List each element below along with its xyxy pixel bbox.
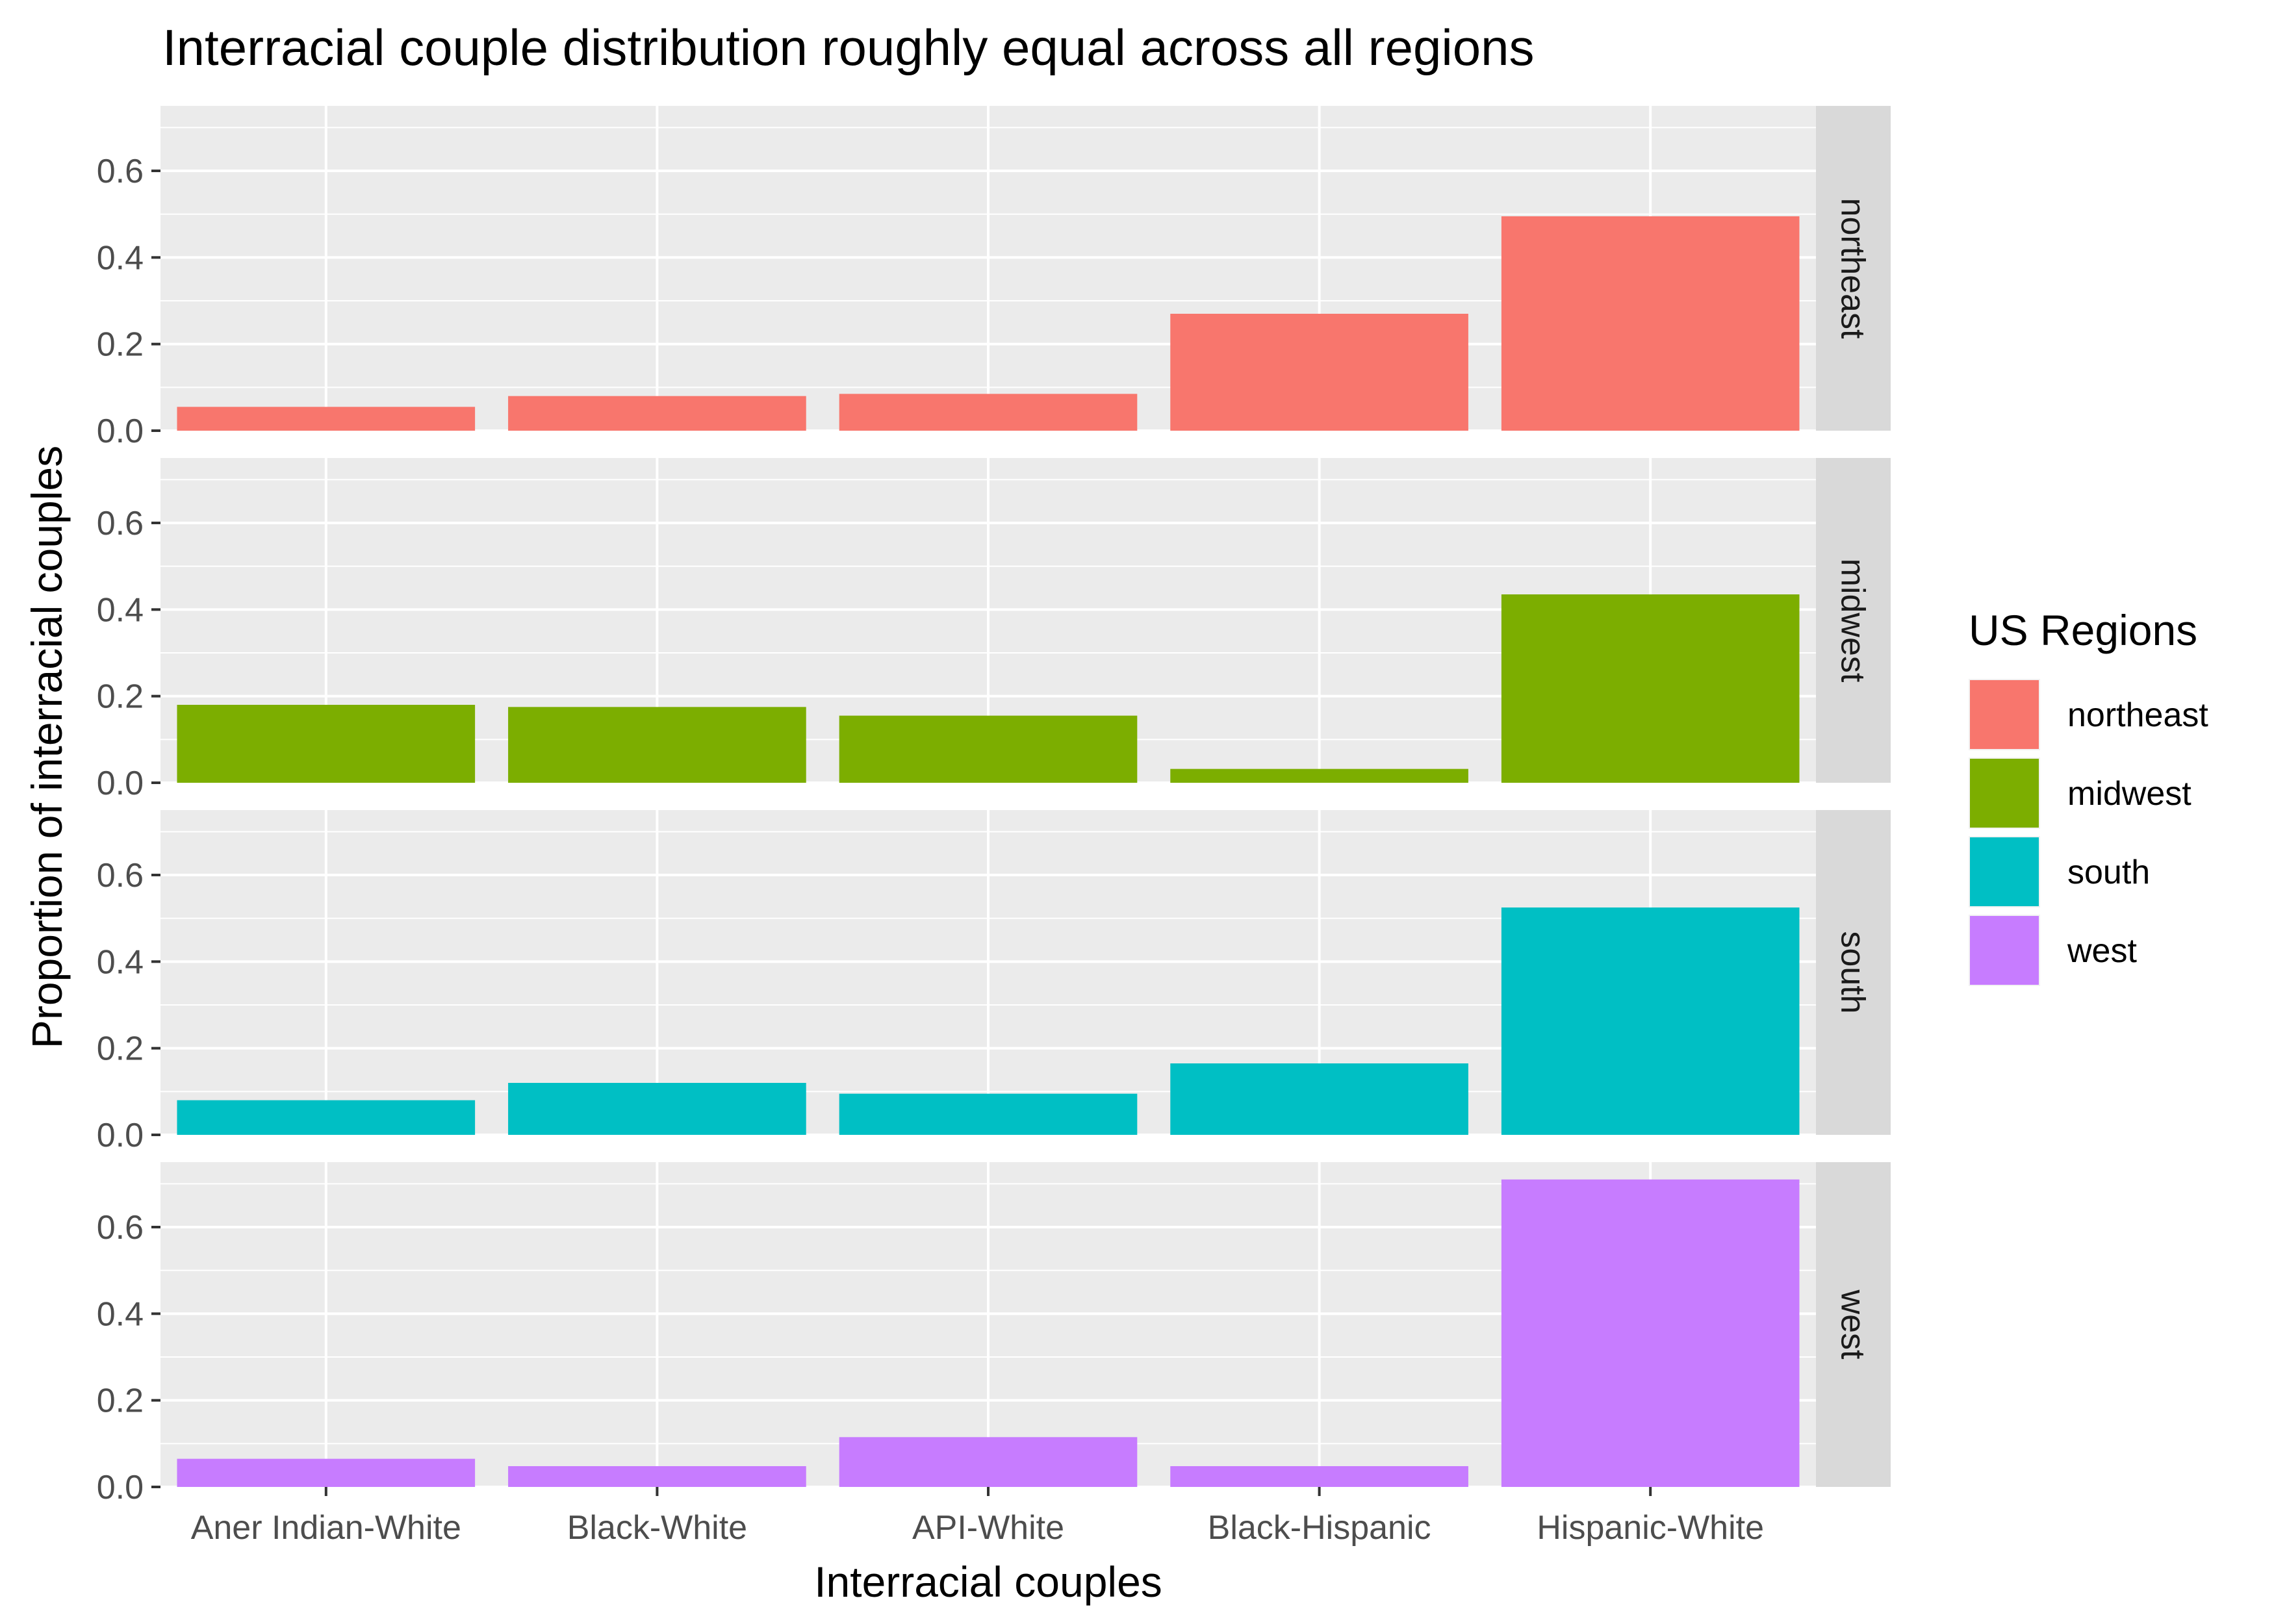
bar-west-hispanic-white (1501, 1179, 1800, 1487)
bar-west-black-hispanic (1170, 1466, 1468, 1487)
bar-midwest-api-white (839, 715, 1138, 783)
bar-south-black-hispanic (1170, 1063, 1468, 1135)
bar-northeast-api-white (839, 394, 1138, 431)
y-axis-title: Proportion of interracial couples (23, 446, 71, 1048)
y-tick-label: 0.6 (97, 1209, 144, 1247)
bar-south-black-white (508, 1083, 806, 1135)
y-tick-label: 0.4 (97, 943, 144, 981)
facet-strip (1816, 810, 1891, 1135)
bar-south-hispanic-white (1501, 907, 1800, 1135)
facet-strip-label-south: south (1834, 931, 1872, 1013)
y-tick-label: 0.0 (97, 1469, 144, 1506)
x-tick-label-black-hispanic: Black-Hispanic (1208, 1509, 1431, 1547)
bar-west-api-white (839, 1437, 1138, 1487)
bar-midwest-black-hispanic (1170, 768, 1468, 783)
legend-label-northeast: northeast (2067, 696, 2208, 734)
x-tick-label-api-white: API-White (912, 1509, 1064, 1547)
y-tick-label: 0.6 (97, 505, 144, 542)
bar-northeast-black-white (508, 396, 806, 431)
facet-panel-midwest: 0.0 0.2 0.4 0.6 midwest (97, 458, 1891, 802)
y-tick-label: 0.0 (97, 1117, 144, 1154)
x-axis-title: Interracial couples (814, 1558, 1162, 1606)
legend: US Regions northeast midwest south west (1969, 606, 2208, 986)
legend-label-midwest: midwest (2067, 775, 2191, 813)
y-tick-label: 0.4 (97, 239, 144, 277)
bar-south-api-white (839, 1093, 1138, 1135)
chart-title: Interracial couple distribution roughly … (162, 19, 1534, 76)
y-tick-label: 0.4 (97, 1295, 144, 1333)
y-tick-label: 0.6 (97, 153, 144, 190)
facet-strip-label-west: west (1834, 1289, 1872, 1360)
bar-west-aner-indian-white (177, 1458, 476, 1487)
y-tick-label: 0.0 (97, 412, 144, 450)
legend-swatch-midwest (1970, 759, 2039, 828)
legend-swatch-west (1970, 916, 2039, 985)
legend-label-south: south (2067, 854, 2150, 891)
facet-strip (1816, 106, 1891, 431)
y-tick-label: 0.2 (97, 1382, 144, 1420)
y-tick-label: 0.2 (97, 678, 144, 716)
legend-swatch-northeast (1970, 680, 2039, 749)
facet-strip (1816, 1162, 1891, 1487)
bar-northeast-hispanic-white (1501, 216, 1800, 431)
bar-midwest-black-white (508, 707, 806, 783)
y-tick-label: 0.0 (97, 765, 144, 802)
bar-northeast-black-hispanic (1170, 314, 1468, 431)
y-tick-label: 0.2 (97, 326, 144, 364)
facet-panels: 0.0 0.2 0.4 0.6 northeast 0.0 0.2 0.4 0.6 midwest… (97, 106, 1891, 1506)
legend-label-west: west (2067, 932, 2137, 970)
facet-strip-label-northeast: northeast (1834, 198, 1872, 339)
legend-swatch-south (1970, 837, 2039, 906)
bar-midwest-aner-indian-white (177, 705, 476, 783)
x-tick-label-aner-indian-white: Aner Indian-White (191, 1509, 461, 1547)
facet-strip-label-midwest: midwest (1834, 559, 1872, 683)
facet-panel-northeast: 0.0 0.2 0.4 0.6 northeast (97, 106, 1891, 450)
bar-northeast-aner-indian-white (177, 407, 476, 431)
y-tick-label: 0.2 (97, 1030, 144, 1068)
x-tick-label-hispanic-white: Hispanic-White (1537, 1509, 1764, 1547)
x-axis: Aner Indian-White Black-White API-White Bla… (191, 1487, 1764, 1547)
facet-panel-south: 0.0 0.2 0.4 0.6 south (97, 810, 1891, 1154)
facet-strip (1816, 458, 1891, 783)
legend-title: US Regions (1969, 606, 2197, 654)
y-tick-label: 0.4 (97, 591, 144, 629)
bar-south-aner-indian-white (177, 1100, 476, 1135)
bar-west-black-white (508, 1466, 806, 1487)
x-tick-label-black-white: Black-White (567, 1509, 747, 1547)
bar-midwest-hispanic-white (1501, 594, 1800, 783)
facet-panel-west: 0.0 0.2 0.4 0.6 west (97, 1162, 1891, 1506)
y-tick-label: 0.6 (97, 857, 144, 894)
